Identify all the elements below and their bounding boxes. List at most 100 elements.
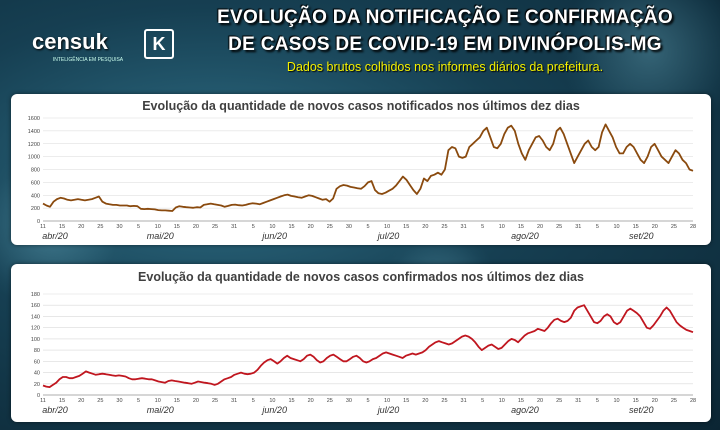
confirmed-x-tick-label: 5 — [366, 398, 369, 404]
notified-x-tick-label: 11 — [40, 224, 46, 230]
confirmed-y-tick-label: 20 — [34, 382, 40, 388]
notified-x-tick-label: 10 — [269, 224, 275, 230]
page-subtitle: Dados brutos colhidos nos informes diári… — [286, 60, 604, 74]
notified-x-tick-label: 5 — [481, 224, 484, 230]
confirmed-x-tick-label: 11 — [40, 398, 46, 404]
notified-x-tick-label: 20 — [652, 224, 658, 230]
confirmed-month-label: jun/20 — [261, 405, 287, 415]
confirmed-x-tick-label: 31 — [461, 398, 467, 404]
confirmed-x-tick-label: 20 — [308, 398, 314, 404]
confirmed-x-tick-label: 30 — [116, 398, 122, 404]
notified-month-label: jul/20 — [377, 231, 400, 241]
notified-month-label: mai/20 — [147, 231, 174, 241]
notified-y-tick-label: 800 — [31, 168, 40, 174]
notified-x-tick-label: 31 — [231, 224, 237, 230]
confirmed-month-label: set/20 — [629, 405, 654, 415]
notified-x-tick-label: 10 — [384, 224, 390, 230]
confirmed-x-tick-label: 25 — [441, 398, 447, 404]
notified-month-label: jun/20 — [261, 231, 287, 241]
confirmed-x-tick-label: 5 — [137, 398, 140, 404]
page-title-line1: EVOLUÇÃO DA NOTIFICAÇÃO E CONFIRMAÇÃO — [217, 7, 673, 28]
notified-month-label: set/20 — [629, 231, 654, 241]
notified-x-tick-label: 20 — [78, 224, 84, 230]
notified-x-tick-label: 15 — [174, 224, 180, 230]
notified-y-tick-label: 0 — [37, 219, 40, 225]
confirmed-x-tick-label: 15 — [518, 398, 524, 404]
notified-x-tick-label: 25 — [671, 224, 677, 230]
confirmed-x-tick-label: 20 — [652, 398, 658, 404]
confirmed-chart: Evolução da quantidade de novos casos co… — [31, 270, 696, 415]
notified-x-tick-label: 25 — [97, 224, 103, 230]
page-title-line2: DE CASOS DE COVID-19 EM DIVINÓPOLIS-MG — [228, 34, 662, 55]
confirmed-x-tick-label: 30 — [346, 398, 352, 404]
confirmed-x-tick-label: 15 — [174, 398, 180, 404]
logo-mark-icon: K — [144, 29, 174, 59]
notified-chart-panel: Evolução da quantidade de novos casos no… — [11, 94, 711, 245]
notified-x-tick-label: 5 — [252, 224, 255, 230]
notified-x-tick-label: 20 — [537, 224, 543, 230]
notified-y-tick-label: 1200 — [28, 142, 40, 148]
confirmed-x-tick-label: 5 — [252, 398, 255, 404]
confirmed-y-tick-label: 80 — [34, 348, 40, 354]
confirmed-x-tick-label: 5 — [596, 398, 599, 404]
notified-x-tick-label: 25 — [441, 224, 447, 230]
confirmed-y-tick-label: 180 — [31, 292, 40, 298]
notified-x-tick-label: 20 — [422, 224, 428, 230]
notified-y-tick-label: 1000 — [28, 155, 40, 161]
notified-x-tick-label: 15 — [403, 224, 409, 230]
confirmed-chart-title: Evolução da quantidade de novos casos co… — [138, 270, 584, 284]
notified-x-tick-label: 5 — [596, 224, 599, 230]
notified-y-tick-label: 600 — [31, 180, 40, 186]
confirmed-y-tick-label: 140 — [31, 314, 40, 320]
confirmed-x-tick-label: 10 — [155, 398, 161, 404]
confirmed-x-tick-label: 25 — [556, 398, 562, 404]
logo-tagline: INTELIGÊNCIA EM PESQUISA — [52, 57, 124, 63]
confirmed-x-tick-label: 10 — [384, 398, 390, 404]
confirmed-x-tick-label: 28 — [690, 398, 696, 404]
notified-x-tick-label: 20 — [193, 224, 199, 230]
notified-x-tick-label: 20 — [308, 224, 314, 230]
notified-x-tick-label: 10 — [499, 224, 505, 230]
confirmed-x-tick-label: 15 — [59, 398, 65, 404]
logo-text: censuk — [32, 29, 108, 54]
notified-x-tick-label: 15 — [633, 224, 639, 230]
notified-x-tick-label: 30 — [346, 224, 352, 230]
confirmed-month-label: ago/20 — [511, 405, 539, 415]
notified-x-tick-label: 25 — [212, 224, 218, 230]
notified-x-tick-label: 15 — [288, 224, 294, 230]
confirmed-x-tick-label: 20 — [78, 398, 84, 404]
notified-y-tick-label: 1600 — [28, 116, 40, 122]
notified-x-tick-label: 31 — [461, 224, 467, 230]
notified-x-tick-label: 28 — [690, 224, 696, 230]
confirmed-x-tick-label: 5 — [481, 398, 484, 404]
confirmed-x-tick-label: 25 — [97, 398, 103, 404]
notified-y-tick-label: 1400 — [28, 129, 40, 135]
confirmed-month-label: mai/20 — [147, 405, 174, 415]
confirmed-x-tick-label: 31 — [231, 398, 237, 404]
notified-x-tick-label: 5 — [137, 224, 140, 230]
confirmed-x-tick-label: 31 — [575, 398, 581, 404]
confirmed-x-tick-label: 15 — [288, 398, 294, 404]
confirmed-x-tick-label: 15 — [633, 398, 639, 404]
notified-x-tick-label: 30 — [116, 224, 122, 230]
confirmed-series-line — [42, 304, 694, 388]
notified-chart-title: Evolução da quantidade de novos casos no… — [142, 99, 580, 113]
confirmed-x-tick-label: 25 — [212, 398, 218, 404]
notified-series-line — [42, 123, 694, 212]
notified-x-tick-label: 31 — [575, 224, 581, 230]
confirmed-y-tick-label: 40 — [34, 371, 40, 377]
confirmed-x-tick-label: 10 — [613, 398, 619, 404]
confirmed-x-tick-label: 10 — [499, 398, 505, 404]
notified-chart: Evolução da quantidade de novos casos no… — [28, 99, 696, 241]
confirmed-chart-panel: Evolução da quantidade de novos casos co… — [11, 264, 711, 422]
notified-y-tick-label: 400 — [31, 193, 40, 199]
notified-y-tick-label: 200 — [31, 206, 40, 212]
confirmed-x-tick-label: 25 — [671, 398, 677, 404]
notified-x-tick-label: 5 — [366, 224, 369, 230]
confirmed-x-tick-label: 25 — [327, 398, 333, 404]
confirmed-x-tick-label: 10 — [269, 398, 275, 404]
confirmed-month-label: abr/20 — [42, 405, 68, 415]
notified-x-tick-label: 25 — [556, 224, 562, 230]
notified-x-tick-label: 15 — [518, 224, 524, 230]
confirmed-y-tick-label: 60 — [34, 359, 40, 365]
